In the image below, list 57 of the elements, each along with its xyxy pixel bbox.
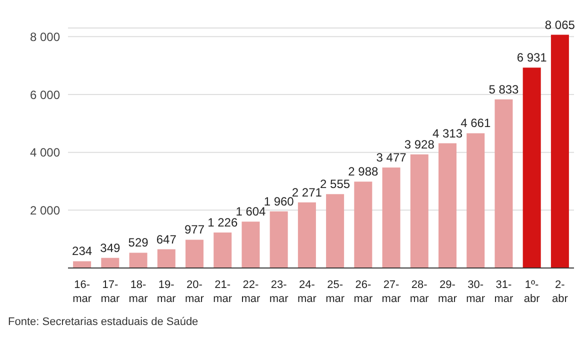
bar [186, 240, 204, 268]
bar [382, 167, 400, 268]
x-tick-label: 19-mar [156, 279, 176, 305]
bar [298, 202, 316, 268]
y-tick-label: 2 000 [30, 203, 60, 218]
x-tick-label: 24-mar [297, 279, 317, 305]
x-tick-label: 31-mar [494, 279, 514, 305]
x-tick-label: 30-mar [466, 279, 486, 305]
data-label: 3 928 [404, 137, 435, 152]
data-label: 8 065 [544, 18, 576, 32]
data-label: 2 988 [348, 164, 379, 179]
x-tick-label: 21-mar [213, 279, 232, 305]
bar [101, 258, 120, 268]
data-label: 1 604 [236, 204, 266, 219]
x-tick-label: 1º-abr [524, 279, 540, 305]
data-label: 1 226 [208, 216, 238, 230]
data-label: 6 931 [516, 50, 548, 65]
x-tick-label: 2-abr [552, 279, 568, 305]
y-tick-label: 4 000 [30, 146, 60, 160]
x-tick-label: 17-mar [100, 279, 120, 305]
data-label: 349 [100, 240, 121, 255]
y-tick-label: 6 000 [30, 88, 60, 102]
x-tick-label: 23-mar [269, 279, 289, 305]
y-tick-label: 8 000 [30, 30, 60, 44]
x-tick-label: 27-mar [382, 279, 402, 305]
x-tick-label: 28-mar [410, 279, 430, 305]
data-label: 234 [72, 244, 92, 258]
source-note: Fonte: Secretarias estaduais de Saúde [8, 316, 200, 328]
data-label: 529 [128, 236, 149, 250]
bar [326, 194, 344, 268]
data-label: 4 313 [432, 126, 463, 140]
bar [550, 34, 569, 268]
bar [129, 252, 148, 268]
x-tick-label: 16-mar [72, 279, 92, 305]
data-label: 5 833 [488, 82, 520, 96]
bar [410, 154, 428, 268]
bar [438, 143, 457, 268]
x-tick-label: 20-mar [185, 279, 204, 305]
bar [494, 99, 513, 268]
bar [354, 182, 372, 268]
bar [466, 133, 485, 268]
data-label: 4 661 [460, 116, 491, 130]
bar [214, 232, 232, 268]
data-label: 2 555 [320, 177, 350, 192]
data-label: 647 [156, 232, 177, 246]
bar [73, 261, 92, 268]
bar [242, 222, 260, 268]
x-tick-label: 25-mar [326, 279, 345, 305]
data-label: 977 [184, 222, 205, 237]
x-tick-label: 26-mar [354, 279, 373, 305]
bar [157, 249, 176, 268]
bar [270, 211, 288, 268]
x-tick-label: 22-mar [241, 279, 261, 305]
x-tick-label: 18-mar [128, 279, 148, 305]
data-label: 3 477 [376, 150, 407, 164]
bar [522, 68, 541, 268]
x-tick-label: 29-mar [438, 279, 458, 305]
